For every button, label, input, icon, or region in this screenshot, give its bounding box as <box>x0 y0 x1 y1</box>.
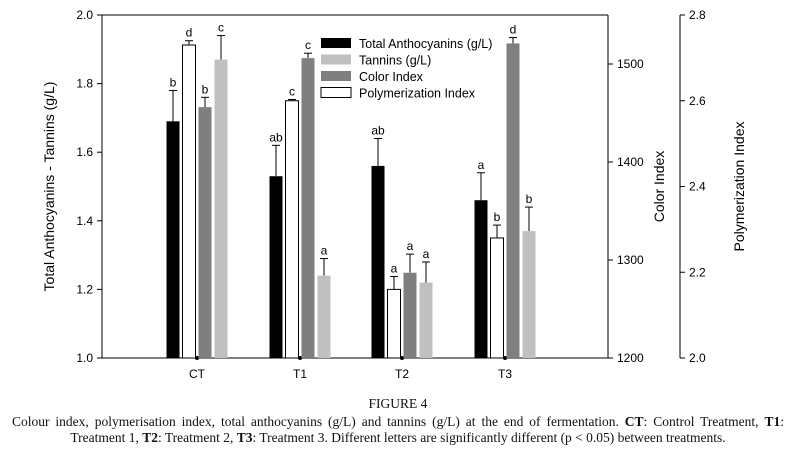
bar-chart: 1.0 1.2 1.4 1.6 1.8 2.0 1200 1300 1400 1500 2.0 2.2… <box>41 8 747 381</box>
polymerization-axis-title: Polymerization Index <box>731 122 747 252</box>
significance-letter: a <box>391 262 398 276</box>
polymerization-tick-label: 2.0 <box>689 351 706 365</box>
x-tick-label: CT <box>189 367 206 381</box>
legend-label: Polymerization Index <box>359 87 476 101</box>
figure-description: Colour index, polymerisation index, tota… <box>12 414 784 447</box>
significance-letter: a <box>407 239 414 253</box>
polymerization-tick-label: 2.8 <box>689 8 706 22</box>
significance-letter: a <box>321 244 328 258</box>
significance-letter: b <box>526 192 533 206</box>
color-index-tick-label: 1400 <box>617 155 644 169</box>
caption-text: : Treatment 1, <box>70 413 784 446</box>
left-axis-tick-label: 1.4 <box>76 214 93 228</box>
caption-text: : Treatment 3. Different letters are sig… <box>252 430 726 445</box>
bar <box>522 231 536 358</box>
polymerization-tick-label: 2.4 <box>689 180 706 194</box>
significance-letter: b <box>170 75 177 89</box>
bar <box>269 176 283 358</box>
significance-letter: d <box>186 26 193 40</box>
color-index-tick-label: 1200 <box>617 351 644 365</box>
significance-letter: b <box>494 210 501 224</box>
caption-text: : Treatment 2, <box>158 430 237 445</box>
significance-letter: d <box>510 23 517 37</box>
caption-text: Colour index, polymerisation index, tota… <box>12 413 625 429</box>
caption-t2: T2 <box>142 430 158 445</box>
significance-letter: ab <box>269 130 283 144</box>
x-tick-label: T3 <box>498 367 512 381</box>
significance-letter: c <box>218 21 224 35</box>
caption-t3: T3 <box>236 430 253 445</box>
bar <box>371 165 385 358</box>
left-axis-tick-label: 1.0 <box>76 351 93 365</box>
bar <box>419 282 433 358</box>
significance-letter: c <box>289 84 295 98</box>
bar <box>214 59 228 359</box>
left-axis-tick-label: 1.6 <box>76 145 93 159</box>
bar <box>301 58 315 359</box>
figure-title: FIGURE 4 <box>368 396 428 411</box>
significance-letter: a <box>423 247 430 261</box>
legend-swatch <box>321 38 351 48</box>
color-index-tick-label: 1500 <box>617 57 644 71</box>
figure-caption: FIGURE 4 Colour index, polymerisation in… <box>12 396 784 447</box>
legend-label: Tannins (g/L) <box>359 54 431 68</box>
significance-letter: a <box>478 158 485 172</box>
x-tick-label: T2 <box>395 367 409 381</box>
significance-letter: c <box>305 38 311 52</box>
bar <box>403 272 417 358</box>
left-axis-tick-label: 1.8 <box>76 77 93 91</box>
caption-t1: T1 <box>764 413 781 429</box>
significance-letter: ab <box>371 123 385 137</box>
bar <box>182 44 196 359</box>
legend-label: Color Index <box>359 70 424 84</box>
left-axis-tick-label: 1.2 <box>76 282 93 296</box>
x-tick-label: T1 <box>293 367 307 381</box>
bar <box>506 43 520 359</box>
bar <box>387 288 401 359</box>
legend-label: Total Anthocyanins (g/L) <box>359 37 492 51</box>
caption-text: : Control Treatment, <box>643 413 765 429</box>
legend-swatch <box>321 71 351 81</box>
significance-letter: b <box>202 82 209 96</box>
bar <box>490 237 504 359</box>
bar <box>474 200 488 358</box>
polymerization-tick-label: 2.2 <box>689 265 706 279</box>
bar <box>198 107 212 359</box>
left-axis-tick-label: 2.0 <box>76 8 93 22</box>
bar <box>285 100 299 359</box>
bar <box>166 121 180 358</box>
legend-swatch <box>320 87 352 98</box>
legend-swatch <box>321 54 351 65</box>
bar <box>317 275 331 358</box>
polymerization-tick-label: 2.6 <box>689 94 706 108</box>
color-index-tick-label: 1300 <box>617 253 644 267</box>
left-axis-title: Total Anthocyanins - Tannins (g/L) <box>41 82 57 292</box>
color-index-axis-title: Color Index <box>651 151 667 223</box>
caption-ct: CT <box>624 413 644 429</box>
